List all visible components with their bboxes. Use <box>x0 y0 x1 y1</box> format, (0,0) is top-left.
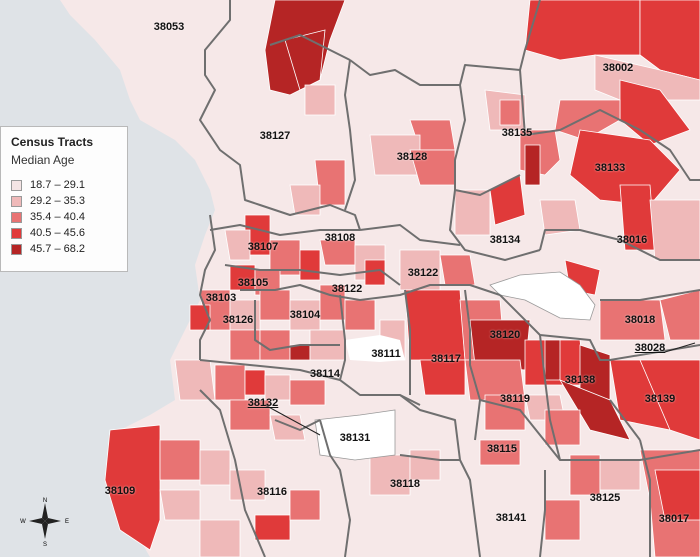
zip-label-38120: 38120 <box>489 329 521 341</box>
legend-row: 35.4 – 40.4 <box>11 209 117 225</box>
map-legend: Census Tracts Median Age 18.7 – 29.1 29.… <box>0 126 128 272</box>
zip-label-38108: 38108 <box>324 232 356 244</box>
zip-label-38109: 38109 <box>104 485 136 497</box>
zip-label-38122-west: 38122 <box>331 283 363 295</box>
zip-label-38131: 38131 <box>339 432 371 444</box>
legend-swatch <box>11 211 22 223</box>
zip-label-38138: 38138 <box>564 374 596 386</box>
airport-area <box>314 409 396 461</box>
compass-e: E <box>65 519 69 525</box>
leader-line-38131 <box>264 404 321 436</box>
legend-swatch <box>11 179 22 191</box>
zip-label-38125: 38125 <box>589 492 621 504</box>
zip-label-38111: 38111 <box>371 348 401 360</box>
zip-label-38122-east: 38122 <box>407 267 439 279</box>
zip-label-38117: 38117 <box>431 353 461 365</box>
zip-boundaries <box>199 0 700 557</box>
zip-label-38115: 38115 <box>487 443 517 455</box>
white-region-center <box>345 335 405 362</box>
zip-label-38141: 38141 <box>495 512 527 524</box>
legend-row: 29.2 – 35.3 <box>11 193 117 209</box>
zip-label-38128: 38128 <box>396 151 428 163</box>
zip-label-38114: 38114 <box>310 368 340 380</box>
leader-line-38028 <box>664 342 696 353</box>
legend-label: 35.4 – 40.4 <box>30 211 86 223</box>
zip-label-38016: 38016 <box>616 234 648 246</box>
zip-label-38119: 38119 <box>500 393 530 405</box>
zip-label-38002: 38002 <box>602 62 634 74</box>
legend-row: 40.5 – 45.6 <box>11 225 117 241</box>
zip-label-38134: 38134 <box>489 234 521 246</box>
zip-label-38105: 38105 <box>237 277 269 289</box>
lake-area <box>489 271 596 321</box>
zip-label-38018: 38018 <box>624 314 656 326</box>
compass-w: W <box>20 519 26 525</box>
zip-label-38028: 38028 <box>634 342 666 354</box>
compass-rose-icon: N S W E <box>20 498 69 546</box>
zip-label-38104: 38104 <box>289 309 321 321</box>
legend-swatch <box>11 243 22 255</box>
zip-label-38135: 38135 <box>501 127 533 139</box>
zip-label-38127: 38127 <box>259 130 291 142</box>
legend-label: 29.2 – 35.3 <box>30 195 86 207</box>
zip-label-38133: 38133 <box>594 162 626 174</box>
zip-label-38107: 38107 <box>247 241 279 253</box>
legend-swatch <box>11 227 22 239</box>
legend-title: Census Tracts <box>11 135 94 149</box>
compass-n: N <box>43 498 47 504</box>
zip-label-38126: 38126 <box>222 314 254 326</box>
legend-row: 45.7 – 68.2 <box>11 241 117 257</box>
zip-label-38103: 38103 <box>205 292 237 304</box>
zip-label-38132: 38132 <box>247 397 279 409</box>
legend-swatch <box>11 195 22 207</box>
legend-label: 18.7 – 29.1 <box>30 179 86 191</box>
tract-polygons <box>104 0 700 557</box>
zip-label-38017: 38017 <box>658 513 690 525</box>
legend-label: 45.7 – 68.2 <box>30 243 86 255</box>
legend-subtitle: Median Age <box>11 153 75 167</box>
legend-label: 40.5 – 45.6 <box>30 227 86 239</box>
legend-row: 18.7 – 29.1 <box>11 177 117 193</box>
zip-label-38139: 38139 <box>644 393 676 405</box>
compass-s: S <box>43 542 47 546</box>
zip-label-38118: 38118 <box>390 478 420 490</box>
zip-label-38053: 38053 <box>153 21 185 33</box>
zip-label-38116: 38116 <box>257 486 287 498</box>
